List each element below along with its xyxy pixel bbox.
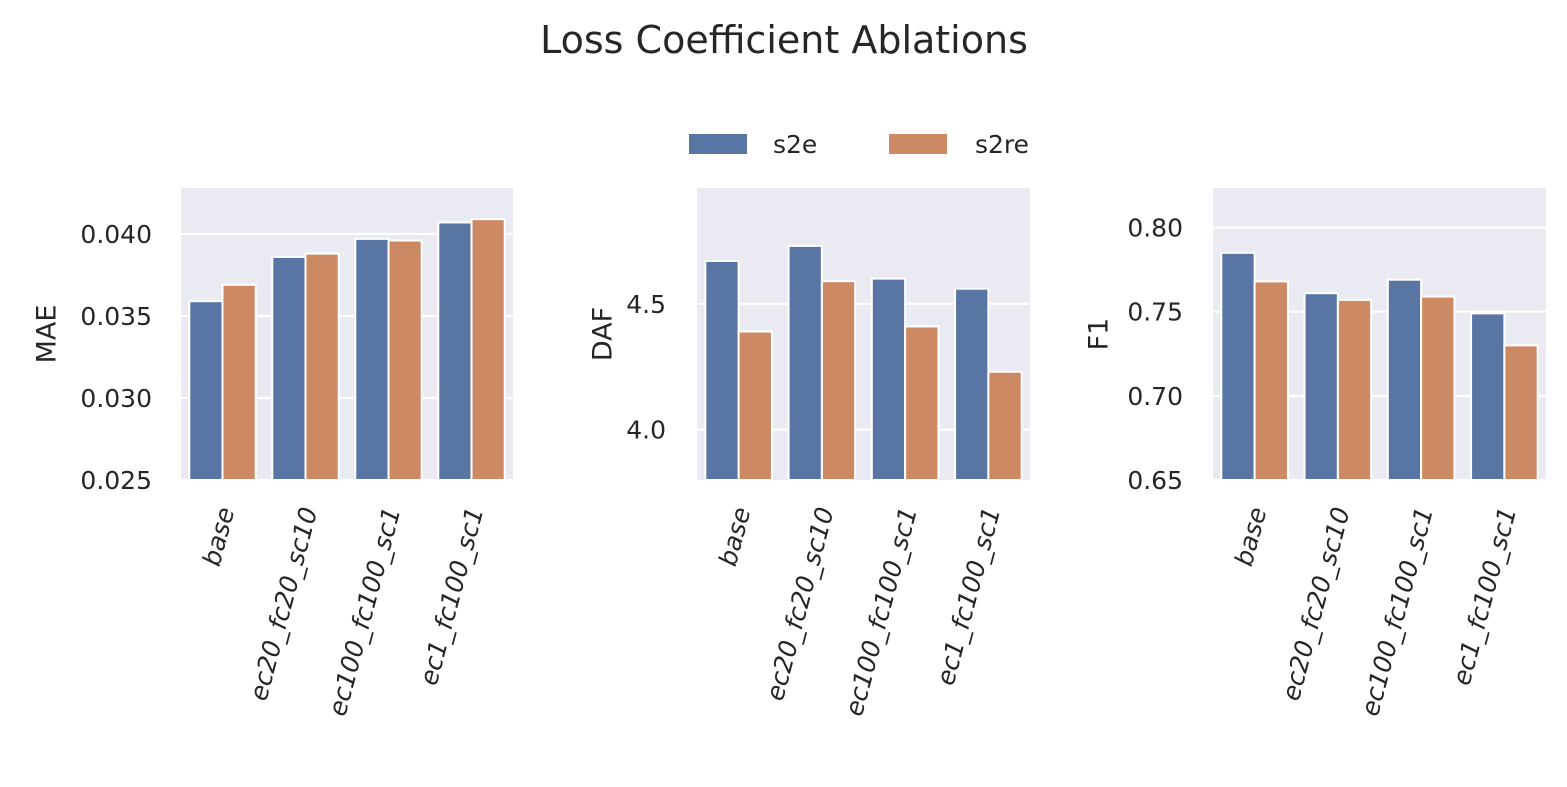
ytick-label-f1: 0.70: [1127, 382, 1183, 411]
ytick-label-daf: 4.5: [626, 290, 666, 319]
figure-title: Loss Coefficient Ablations: [540, 18, 1028, 62]
ytick-label-mae: 0.035: [80, 302, 152, 331]
bar-mae-s2re-ec1_fc100_sc1: [470, 218, 506, 481]
bar-daf-s2re-ec20_fc20_sc10: [820, 280, 857, 482]
legend-swatch-s2re: [889, 134, 947, 154]
bar-daf-s2e-base: [704, 260, 740, 481]
ylabel-daf: DAF: [588, 307, 619, 361]
bar-f1-s2re-ec20_fc20_sc10: [1336, 298, 1373, 481]
bar-f1-s2re-base: [1253, 280, 1289, 481]
bar-mae-s2e-base: [188, 300, 224, 481]
legend-label-s2re: s2re: [975, 130, 1029, 159]
ytick-label-mae: 0.030: [80, 384, 152, 413]
bar-daf-s2re-base: [737, 330, 773, 481]
bar-mae-s2e-ec100_fc100_sc1: [354, 237, 390, 481]
bar-f1-s2e-ec100_fc100_sc1: [1386, 278, 1423, 482]
bar-mae-s2re-ec100_fc100_sc1: [387, 239, 423, 481]
bar-daf-s2e-ec20_fc20_sc10: [787, 244, 823, 481]
bar-f1-s2re-ec1_fc100_sc1: [1503, 344, 1539, 481]
ylabel-f1: F1: [1084, 318, 1115, 351]
bar-mae-s2e-ec20_fc20_sc10: [271, 255, 307, 481]
bar-daf-s2e-ec1_fc100_sc1: [954, 287, 990, 482]
legend-swatch-s2e: [689, 134, 747, 154]
bar-f1-s2e-ec20_fc20_sc10: [1303, 292, 1339, 481]
bar-f1-s2e-ec1_fc100_sc1: [1470, 312, 1506, 481]
ytick-label-f1: 0.65: [1127, 466, 1183, 495]
legend: s2e s2re: [689, 130, 1029, 159]
bar-f1-s2e-base: [1220, 251, 1256, 481]
bar-daf-s2e-ec100_fc100_sc1: [870, 277, 907, 481]
bar-daf-s2re-ec100_fc100_sc1: [904, 325, 940, 481]
bar-mae-s2re-ec20_fc20_sc10: [304, 252, 340, 481]
ytick-label-daf: 4.0: [626, 416, 666, 445]
ytick-label-f1: 0.80: [1127, 214, 1183, 243]
ylabel-mae: MAE: [32, 305, 63, 364]
bar-daf-s2re-ec1_fc100_sc1: [987, 370, 1023, 481]
bar-f1-s2re-ec100_fc100_sc1: [1420, 295, 1456, 481]
ytick-label-mae: 0.025: [80, 466, 152, 495]
bar-mae-s2e-ec1_fc100_sc1: [437, 221, 473, 481]
ytick-label-f1: 0.75: [1127, 298, 1183, 327]
ytick-label-mae: 0.040: [80, 220, 152, 249]
legend-label-s2e: s2e: [773, 130, 817, 159]
bar-mae-s2re-base: [221, 283, 257, 482]
